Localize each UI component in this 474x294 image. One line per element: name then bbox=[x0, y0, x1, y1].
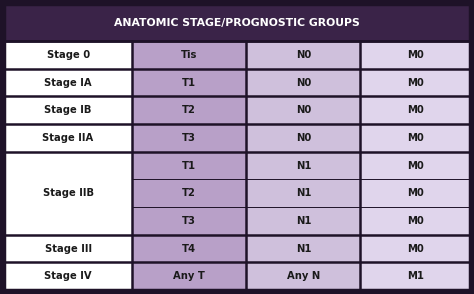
Text: T2: T2 bbox=[182, 105, 196, 115]
Text: Stage IB: Stage IB bbox=[45, 105, 92, 115]
Bar bbox=[4, 235, 132, 262]
Text: Any N: Any N bbox=[287, 271, 320, 281]
Text: M1: M1 bbox=[407, 271, 424, 281]
Bar bbox=[4, 152, 132, 179]
Bar bbox=[4, 262, 132, 290]
Bar bbox=[246, 124, 361, 152]
Bar bbox=[246, 235, 361, 262]
Bar bbox=[246, 262, 361, 290]
Bar bbox=[361, 207, 470, 235]
Text: T3: T3 bbox=[182, 133, 196, 143]
Text: ANATOMIC STAGE/PROGNOSTIC GROUPS: ANATOMIC STAGE/PROGNOSTIC GROUPS bbox=[114, 18, 360, 28]
Bar bbox=[361, 41, 470, 69]
Text: T1: T1 bbox=[182, 161, 196, 171]
Text: N0: N0 bbox=[296, 78, 311, 88]
Bar bbox=[132, 235, 246, 262]
Text: M0: M0 bbox=[407, 50, 424, 60]
Text: M0: M0 bbox=[407, 133, 424, 143]
Bar bbox=[246, 207, 361, 235]
Bar bbox=[246, 179, 361, 207]
Bar bbox=[4, 152, 132, 235]
Text: N1: N1 bbox=[296, 161, 311, 171]
Bar bbox=[4, 4, 470, 41]
Bar bbox=[361, 179, 470, 207]
Bar bbox=[132, 262, 246, 290]
Bar bbox=[246, 41, 361, 69]
Text: N1: N1 bbox=[296, 243, 311, 253]
Bar bbox=[132, 152, 246, 179]
Bar bbox=[4, 96, 132, 124]
Text: M0: M0 bbox=[407, 188, 424, 198]
Text: T1: T1 bbox=[182, 78, 196, 88]
Text: M0: M0 bbox=[407, 78, 424, 88]
Text: Tis: Tis bbox=[181, 50, 198, 60]
Text: N0: N0 bbox=[296, 133, 311, 143]
Text: N0: N0 bbox=[296, 105, 311, 115]
Bar bbox=[361, 124, 470, 152]
Bar bbox=[4, 41, 132, 69]
Bar bbox=[361, 152, 470, 179]
Text: N0: N0 bbox=[296, 50, 311, 60]
Text: Stage IIB: Stage IIB bbox=[43, 188, 93, 198]
Bar bbox=[132, 41, 246, 69]
Bar bbox=[132, 96, 246, 124]
Text: N1: N1 bbox=[296, 188, 311, 198]
Text: M0: M0 bbox=[407, 161, 424, 171]
Bar bbox=[246, 69, 361, 96]
Text: M0: M0 bbox=[407, 216, 424, 226]
Bar bbox=[246, 96, 361, 124]
Text: Stage IV: Stage IV bbox=[44, 271, 92, 281]
Bar bbox=[4, 69, 132, 96]
Text: M0: M0 bbox=[407, 243, 424, 253]
Text: Stage III: Stage III bbox=[45, 243, 91, 253]
Text: T2: T2 bbox=[182, 188, 196, 198]
Text: Stage 0: Stage 0 bbox=[46, 50, 90, 60]
Bar bbox=[132, 124, 246, 152]
Text: N1: N1 bbox=[296, 216, 311, 226]
Text: Stage IIA: Stage IIA bbox=[43, 133, 94, 143]
Text: T3: T3 bbox=[182, 216, 196, 226]
Text: M0: M0 bbox=[407, 105, 424, 115]
Bar bbox=[361, 96, 470, 124]
Text: T4: T4 bbox=[182, 243, 196, 253]
Bar bbox=[361, 235, 470, 262]
Text: Any T: Any T bbox=[173, 271, 205, 281]
Bar bbox=[132, 179, 246, 207]
Bar bbox=[4, 124, 132, 152]
Bar bbox=[361, 69, 470, 96]
Bar bbox=[361, 262, 470, 290]
Bar bbox=[246, 152, 361, 179]
Bar bbox=[132, 207, 246, 235]
Bar bbox=[132, 69, 246, 96]
Text: Stage IA: Stage IA bbox=[44, 78, 92, 88]
